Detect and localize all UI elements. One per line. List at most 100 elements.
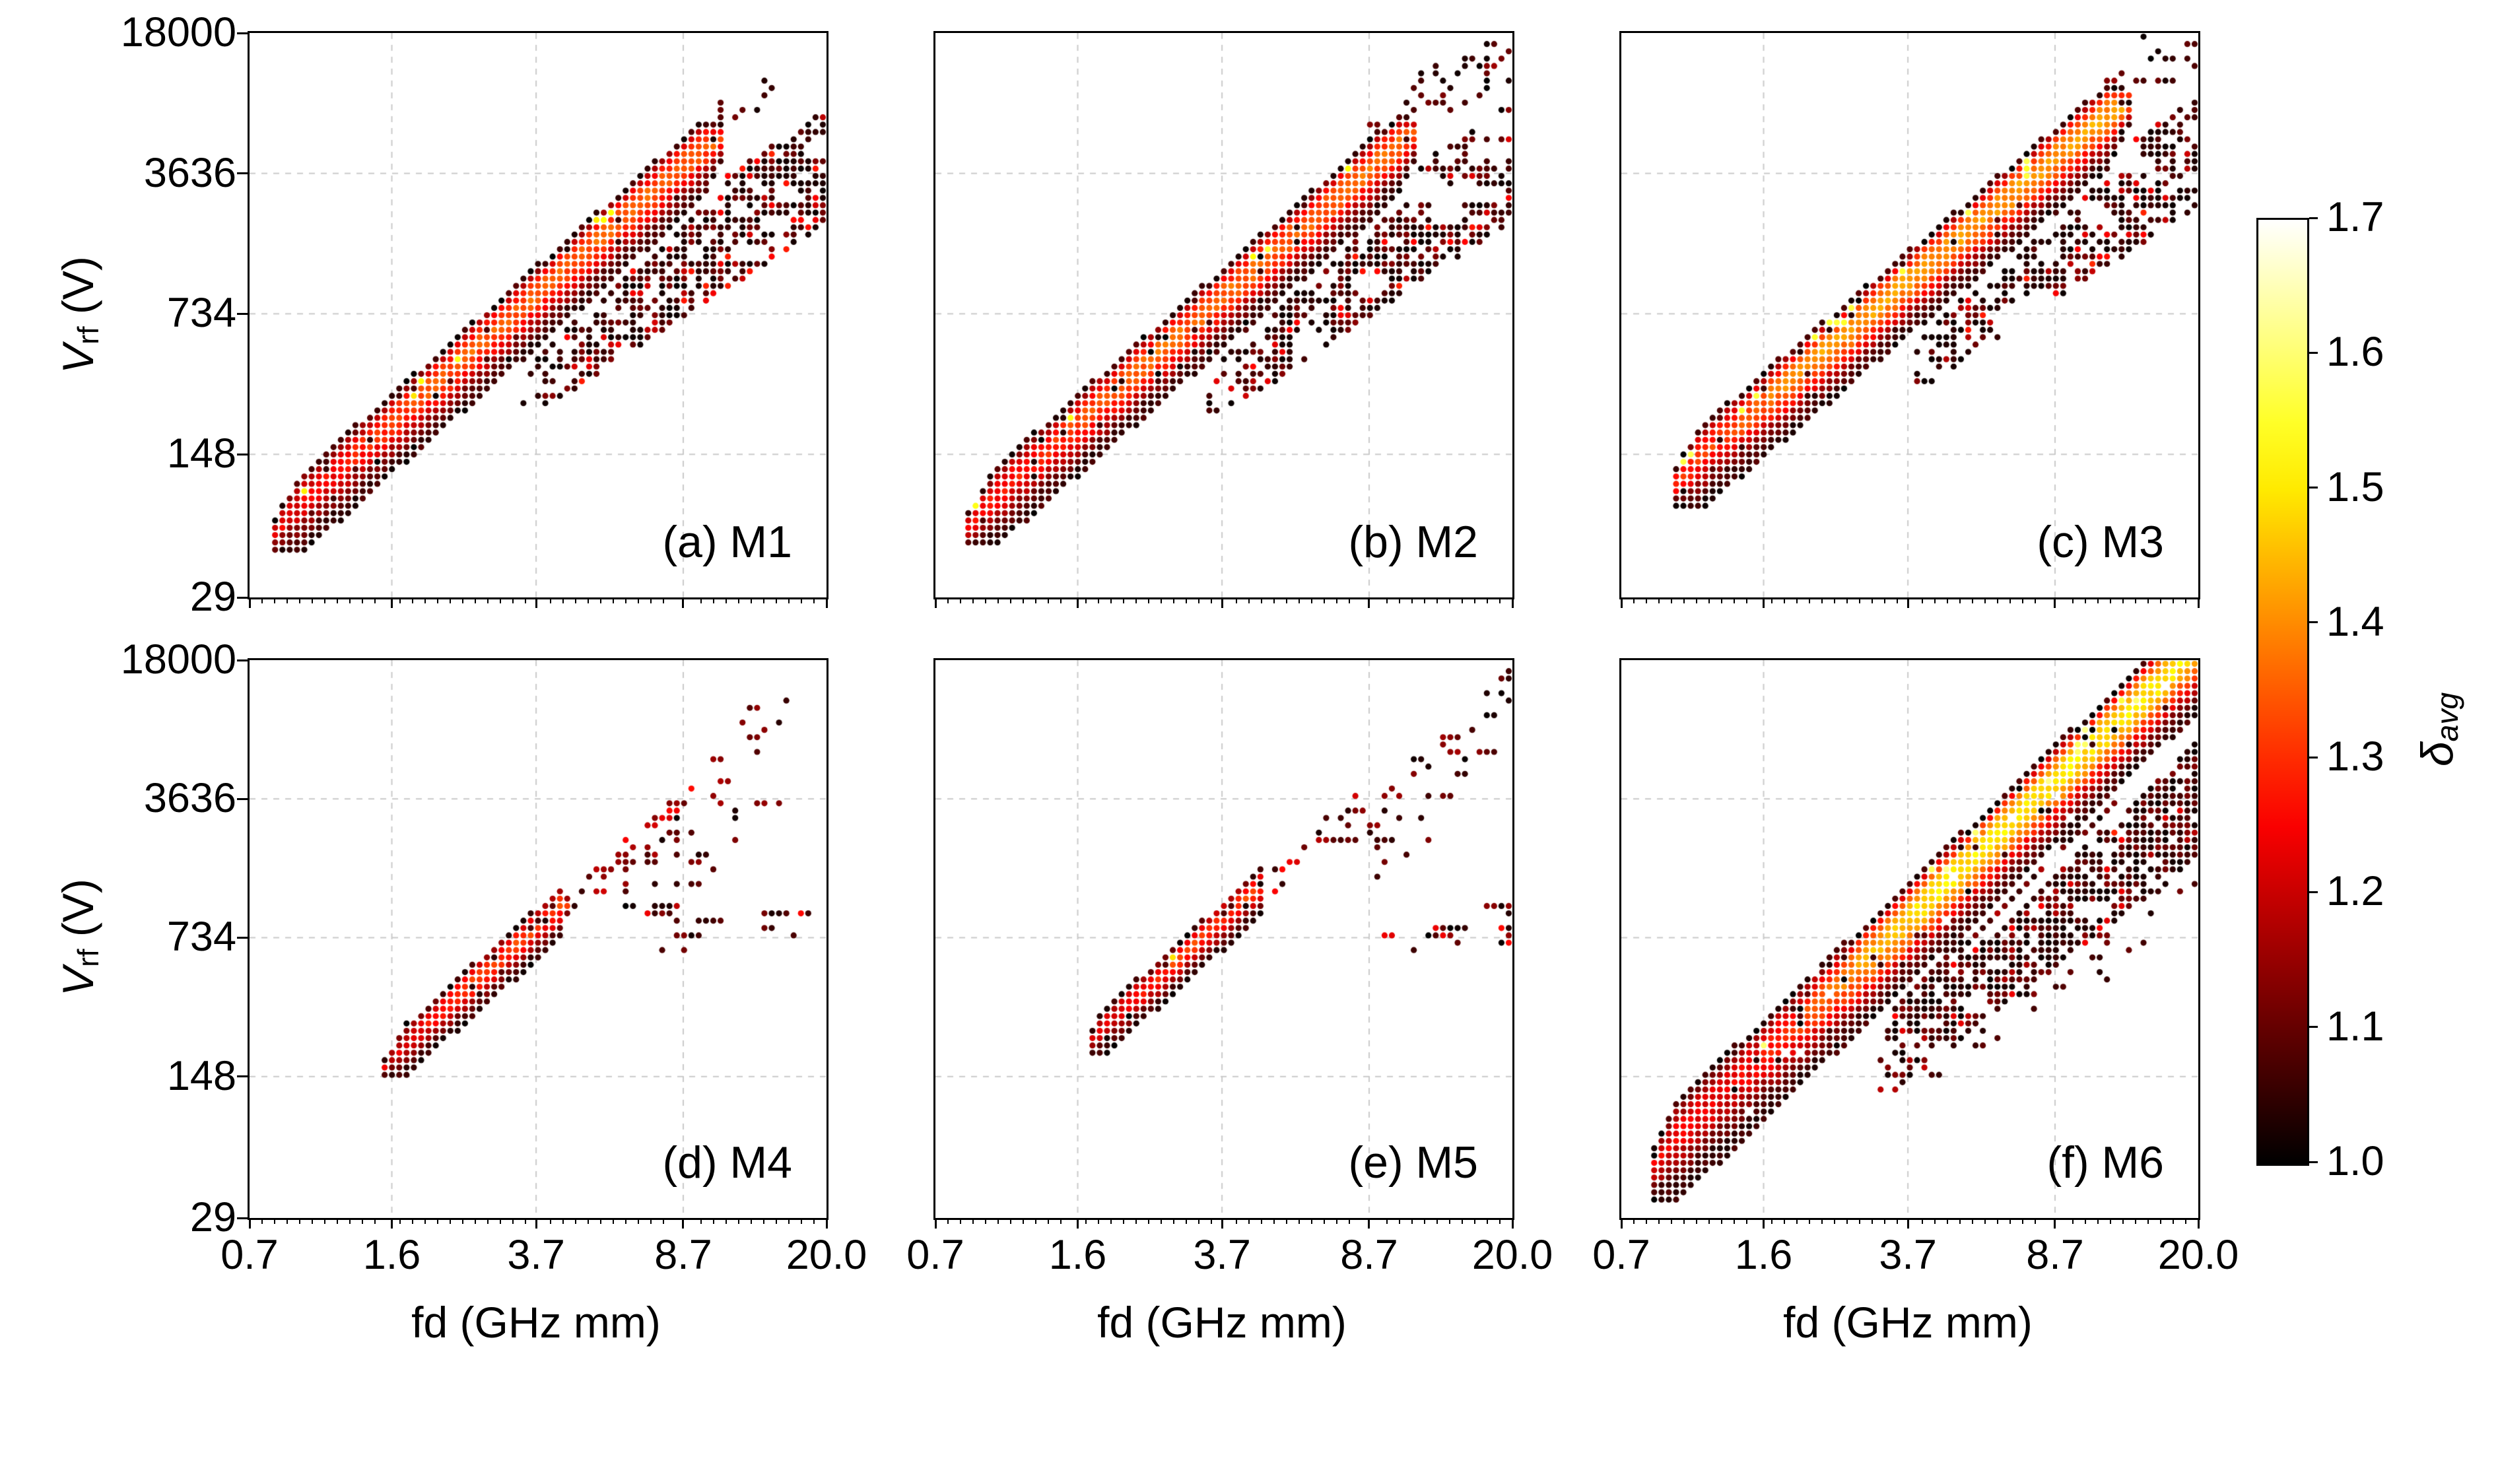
x-minor-tick-mark [801, 1218, 802, 1224]
x-minor-tick-mark [1771, 597, 1772, 603]
x-minor-tick-mark [2035, 1218, 2036, 1224]
x-minor-tick-mark [374, 597, 376, 603]
x-minor-tick-mark [1324, 1218, 1325, 1224]
x-minor-tick-mark [2160, 597, 2161, 603]
x-minor-tick-mark [1436, 1218, 1438, 1224]
x-minor-tick-mark [1449, 597, 1450, 603]
x-minor-tick-mark [2085, 597, 2086, 603]
x-tick-mark [934, 1218, 937, 1229]
x-minor-tick-mark [788, 597, 790, 603]
x-minor-tick-mark [1658, 1218, 1660, 1224]
x-tick-mark [1368, 597, 1370, 608]
x-minor-tick-mark [437, 1218, 438, 1224]
y-tick-label: 3636 [143, 775, 236, 822]
x-tick-mark [2054, 1218, 2056, 1229]
x-minor-tick-mark [462, 597, 463, 603]
x-tick-mark [2197, 1218, 2200, 1229]
colorbar-tick-label: 1.2 [2326, 868, 2384, 915]
x-minor-tick-mark [1834, 597, 1835, 603]
x-minor-tick-mark [2110, 597, 2111, 603]
x-minor-tick-mark [1035, 1218, 1036, 1224]
x-minor-tick-mark [324, 1218, 325, 1224]
x-minor-tick-mark [412, 597, 413, 603]
x-minor-tick-mark [1386, 597, 1388, 603]
x-minor-tick-mark [1324, 597, 1325, 603]
x-minor-tick-mark [1922, 1218, 1923, 1224]
x-minor-tick-mark [1721, 597, 1722, 603]
x-minor-tick-mark [1784, 597, 1785, 603]
x-minor-tick-mark [1959, 597, 1961, 603]
x-minor-tick-mark [1934, 1218, 1936, 1224]
colorbar-tick-mark [2309, 1161, 2318, 1163]
colorbar-tick-mark [2309, 891, 2318, 893]
x-axis-label-col3: fd (GHz mm) [1783, 1298, 2033, 1347]
x-minor-tick-mark [1984, 1218, 1986, 1224]
x-minor-tick-mark [960, 1218, 961, 1224]
x-tick-mark [391, 1218, 393, 1229]
x-tick-mark [1221, 597, 1223, 608]
panel-label-m3: (c) M3 [2037, 517, 2164, 567]
x-minor-tick-mark [751, 597, 752, 603]
x-minor-tick-mark [1771, 1218, 1772, 1224]
x-minor-tick-mark [500, 597, 501, 603]
x-minor-tick-mark [274, 597, 275, 603]
x-tick-mark [1077, 597, 1079, 608]
colorbar-tick-label: 1.0 [2326, 1138, 2384, 1184]
x-minor-tick-mark [1734, 597, 1735, 603]
x-minor-tick-mark [985, 597, 986, 603]
x-minor-tick-mark [299, 1218, 300, 1224]
x-minor-tick-mark [287, 1218, 288, 1224]
x-minor-tick-mark [1198, 1218, 1199, 1224]
panel-label-m6: (f) M6 [2046, 1137, 2164, 1188]
x-minor-tick-mark [751, 1218, 752, 1224]
panel-label-m5: (e) M5 [1348, 1137, 1478, 1188]
x-minor-tick-mark [1299, 597, 1300, 603]
x-minor-tick-mark [1098, 597, 1099, 603]
x-minor-tick-mark [1746, 1218, 1747, 1224]
x-minor-tick-mark [2147, 597, 2149, 603]
x-minor-tick-mark [450, 597, 451, 603]
x-minor-tick-mark [997, 597, 999, 603]
x-minor-tick-mark [1846, 1218, 1848, 1224]
x-minor-tick-mark [1972, 1218, 1973, 1224]
x-minor-tick-mark [1474, 597, 1475, 603]
colorbar-tick-label: 1.7 [2326, 194, 2384, 240]
y-tick-label: 148 [166, 1052, 236, 1099]
y-tick-label: 29 [189, 574, 236, 620]
x-minor-tick-mark [960, 597, 961, 603]
x-minor-tick-mark [2122, 1218, 2124, 1224]
x-minor-tick-mark [2173, 1218, 2174, 1224]
x-minor-tick-mark [487, 1218, 489, 1224]
x-minor-tick-mark [2022, 1218, 2023, 1224]
x-minor-tick-mark [650, 1218, 652, 1224]
x-tick-mark [934, 597, 937, 608]
x-tick-label: 1.6 [1734, 1232, 1793, 1278]
x-tick-label: 1.6 [362, 1232, 421, 1278]
x-minor-tick-mark [2035, 597, 2036, 603]
x-tick-label: 20.0 [786, 1232, 867, 1278]
x-minor-tick-mark [985, 1218, 986, 1224]
x-minor-tick-mark [625, 597, 626, 603]
x-minor-tick-mark [738, 597, 739, 603]
x-minor-tick-mark [1023, 1218, 1024, 1224]
x-minor-tick-mark [1236, 597, 1237, 603]
x-minor-tick-mark [2085, 1218, 2086, 1224]
y-tick-mark [237, 312, 248, 315]
x-minor-tick-mark [1248, 1218, 1250, 1224]
x-minor-tick-mark [600, 597, 601, 603]
x-minor-tick-mark [1721, 1218, 1722, 1224]
x-minor-tick-mark [1449, 1218, 1450, 1224]
x-minor-tick-mark [2097, 597, 2099, 603]
x-minor-tick-mark [312, 1218, 313, 1224]
x-minor-tick-mark [512, 1218, 514, 1224]
x-minor-tick-mark [475, 597, 476, 603]
x-tick-mark [1620, 1218, 1623, 1229]
x-minor-tick-mark [2135, 1218, 2136, 1224]
x-minor-tick-mark [1010, 597, 1011, 603]
x-minor-tick-mark [1424, 1218, 1425, 1224]
x-minor-tick-mark [1821, 597, 1823, 603]
x-minor-tick-mark [1784, 1218, 1785, 1224]
x-minor-tick-mark [2160, 1218, 2161, 1224]
x-minor-tick-mark [947, 597, 949, 603]
x-minor-tick-mark [813, 1218, 815, 1224]
